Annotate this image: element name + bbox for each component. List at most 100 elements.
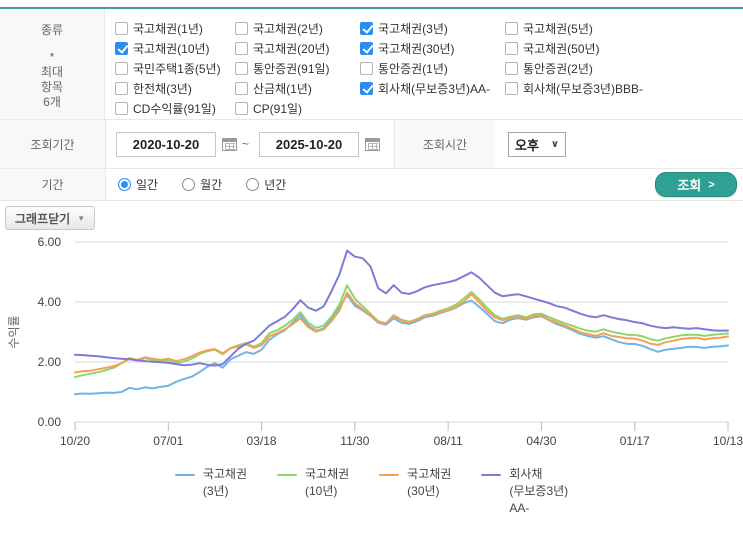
bond-type-label: 한전채(3년) bbox=[133, 81, 192, 96]
bond-type-checkbox[interactable]: CD수익률(91일) bbox=[115, 98, 235, 118]
checkbox-checked-icon[interactable] bbox=[360, 81, 373, 95]
interval-radio-group: 일간 월간 년간 bbox=[106, 169, 743, 200]
checkbox-unchecked-icon[interactable] bbox=[505, 81, 518, 95]
radio-unselected-icon[interactable] bbox=[182, 178, 196, 191]
checkbox-unchecked-icon[interactable] bbox=[115, 61, 128, 75]
interval-radio-label: 일간 bbox=[136, 178, 159, 192]
legend-label-line: (30년) bbox=[407, 484, 440, 498]
checkbox-unchecked-icon[interactable] bbox=[235, 41, 248, 55]
bond-type-label: 국고채권(3년) bbox=[378, 21, 448, 36]
x-tick-label: 10/20 bbox=[60, 434, 90, 448]
search-form: 종류 * 최대 항목 6개 국고채권(1년) 국고채권(2년) 국고채권(3년) 국고… bbox=[0, 7, 743, 201]
x-tick-label: 01/17 bbox=[620, 434, 650, 448]
bond-type-checkbox[interactable]: 국고채권(1년) bbox=[115, 18, 235, 38]
legend-label: 회사채 (무보증3년) AA- bbox=[509, 466, 568, 517]
bond-type-checkbox[interactable]: CP(91일) bbox=[235, 98, 360, 118]
date-to-input[interactable]: 2025-10-20 bbox=[259, 131, 360, 157]
legend-line-swatch bbox=[379, 474, 400, 476]
bond-type-checkbox[interactable]: 통안증권(1년) bbox=[360, 58, 505, 78]
checkbox-unchecked-icon[interactable] bbox=[505, 41, 518, 55]
bond-type-checkbox[interactable]: 국고채권(30년) bbox=[360, 38, 505, 58]
bond-type-label: 국고채권(30년) bbox=[378, 41, 455, 56]
series-line bbox=[74, 249, 729, 367]
checkbox-unchecked-icon[interactable] bbox=[115, 81, 128, 95]
bond-type-checkbox[interactable]: 산금채(1년) bbox=[235, 78, 360, 98]
bond-type-checkbox[interactable]: 통안증권(2년) bbox=[505, 58, 743, 78]
legend-line-swatch bbox=[277, 474, 297, 476]
series-line bbox=[74, 293, 729, 396]
bond-type-checkbox[interactable]: 회사채(무보증3년)AA- bbox=[360, 78, 505, 98]
checkbox-unchecked-icon[interactable] bbox=[235, 61, 248, 75]
period-label: 조회기간 bbox=[0, 120, 106, 168]
x-tick-label: 10/13 bbox=[713, 434, 743, 448]
legend-label-line: (10년) bbox=[305, 484, 338, 498]
bond-type-checkbox[interactable]: 국고채권(20년) bbox=[235, 38, 360, 58]
interval-radio-label: 년간 bbox=[264, 178, 287, 192]
legend-label: 국고채권 (3년) bbox=[203, 466, 247, 500]
legend-item: 국고채권 (30년) bbox=[379, 466, 451, 500]
y-tick-label: 2.00 bbox=[38, 355, 62, 369]
bond-type-label: 통안증권(91일) bbox=[253, 61, 330, 76]
time-select[interactable]: 오후 ∨ bbox=[508, 131, 567, 157]
bond-type-checkbox[interactable]: 국고채권(2년) bbox=[235, 18, 360, 38]
checkbox-unchecked-icon[interactable] bbox=[505, 21, 518, 35]
max-items-note: * 최대 항목 6개 bbox=[40, 50, 64, 109]
legend-label-line: (무보증3년) bbox=[509, 484, 569, 498]
checkbox-unchecked-icon[interactable] bbox=[505, 61, 518, 75]
legend-item: 국고채권 (10년) bbox=[277, 466, 349, 500]
bond-type-checkbox[interactable]: 통안증권(91일) bbox=[235, 58, 360, 78]
checkbox-unchecked-icon[interactable] bbox=[115, 101, 128, 115]
radio-unselected-icon[interactable] bbox=[246, 178, 260, 191]
checkbox-checked-icon[interactable] bbox=[115, 41, 128, 55]
calendar-icon[interactable] bbox=[222, 137, 237, 151]
x-tick-label: 07/01 bbox=[153, 434, 183, 448]
bond-type-label: 국민주택1종(5년) bbox=[133, 61, 221, 76]
graph-close-button[interactable]: 그래프닫기 ▼ bbox=[5, 206, 96, 230]
checkbox-unchecked-icon[interactable] bbox=[235, 81, 248, 95]
calendar-icon[interactable] bbox=[365, 137, 381, 151]
bond-type-label: 산금채(1년) bbox=[253, 81, 312, 96]
interval-radio[interactable]: 년간 bbox=[246, 176, 286, 193]
x-tick-label: 11/30 bbox=[340, 434, 369, 448]
chevron-down-icon: ∨ bbox=[550, 138, 560, 150]
interval-radio[interactable]: 일간 bbox=[118, 176, 158, 193]
checkbox-unchecked-icon[interactable] bbox=[235, 101, 248, 115]
bond-type-checkbox[interactable]: 한전채(3년) bbox=[115, 78, 235, 98]
bond-type-checkbox[interactable]: 국고채권(3년) bbox=[360, 18, 505, 38]
graph-close-label: 그래프닫기 bbox=[15, 211, 71, 226]
bond-type-checkbox-grid: 국고채권(1년) 국고채권(2년) 국고채권(3년) 국고채권(5년) 국고채권(10년… bbox=[105, 9, 743, 119]
type-label: 종류 bbox=[40, 23, 64, 37]
legend-label: 국고채권 (10년) bbox=[305, 466, 349, 500]
checkbox-unchecked-icon[interactable] bbox=[235, 21, 248, 35]
graph-toolbar: 그래프닫기 ▼ bbox=[5, 206, 743, 230]
date-from-input[interactable]: 2020-10-20 bbox=[116, 131, 216, 157]
legend-label-line: 회사채 bbox=[509, 467, 543, 481]
y-tick-label: 4.00 bbox=[38, 295, 62, 309]
y-tick-label: 6.00 bbox=[38, 235, 62, 249]
empty-cell bbox=[360, 98, 505, 118]
bond-type-label: 통안증권(2년) bbox=[523, 61, 593, 76]
search-button[interactable]: 조회 > bbox=[655, 172, 737, 197]
checkbox-unchecked-icon[interactable] bbox=[115, 21, 128, 35]
bond-type-checkbox[interactable]: 국고채권(10년) bbox=[115, 38, 235, 58]
legend-label-line: (3년) bbox=[202, 484, 229, 498]
radio-selected-icon[interactable] bbox=[118, 178, 131, 191]
arrow-right-icon: > bbox=[708, 178, 715, 191]
bond-type-checkbox[interactable]: 국고채권(5년) bbox=[505, 18, 743, 38]
bond-type-label: 국고채권(20년) bbox=[253, 41, 330, 56]
legend-label-line: 국고채권 bbox=[202, 467, 247, 481]
checkbox-checked-icon[interactable] bbox=[360, 21, 373, 35]
interval-radio-label: 월간 bbox=[200, 178, 223, 192]
bond-type-checkbox[interactable]: 국민주택1종(5년) bbox=[115, 58, 235, 78]
bond-type-checkbox[interactable]: 회사채(무보증3년)BBB- bbox=[505, 78, 743, 98]
legend-line-swatch bbox=[174, 474, 195, 476]
interval-radio[interactable]: 월간 bbox=[182, 176, 222, 193]
legend-item: 회사채 (무보증3년) AA- bbox=[481, 466, 568, 517]
bond-type-checkbox[interactable]: 국고채권(50년) bbox=[505, 38, 743, 58]
checkbox-unchecked-icon[interactable] bbox=[360, 61, 373, 75]
bond-type-label: 국고채권(10년) bbox=[133, 41, 210, 56]
legend-label-line: AA- bbox=[509, 501, 530, 515]
yield-chart: 0.00 2.00 4.00 6.00 10/20 07/01 03/18 11/30 08/1… bbox=[0, 230, 743, 517]
checkbox-checked-icon[interactable] bbox=[360, 41, 373, 55]
